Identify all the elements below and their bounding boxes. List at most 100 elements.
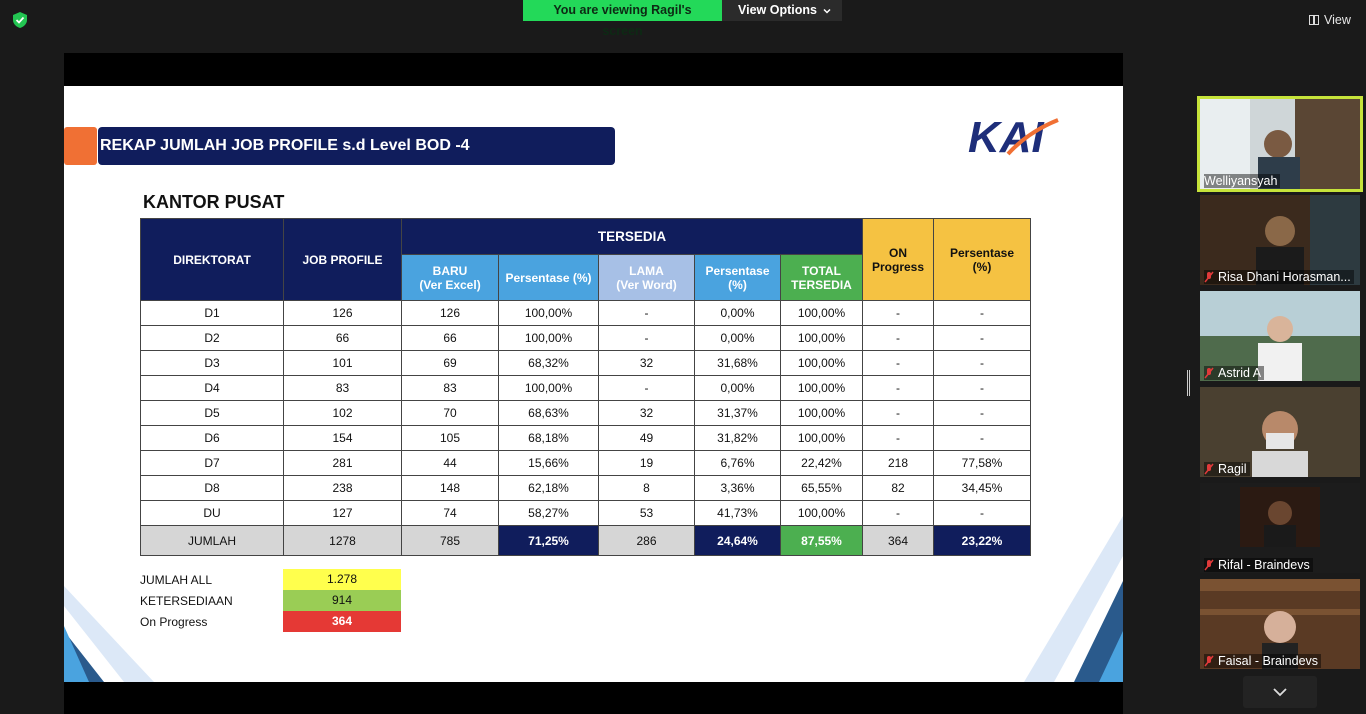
svg-text:KAI: KAI [968, 114, 1045, 158]
table-cell: - [598, 375, 695, 401]
participant-tile[interactable]: Welliyansyah [1197, 96, 1363, 192]
slide-title: REKAP JUMLAH JOB PROFILE s.d Level BOD -… [98, 127, 615, 165]
table-cell: 100,00% [498, 300, 599, 326]
participant-name: Ragil [1204, 462, 1250, 476]
table-cell: 126 [401, 300, 499, 326]
table-cell: 82 [862, 475, 934, 501]
table-cell: 100,00% [780, 375, 863, 401]
video-feed [1200, 195, 1360, 285]
gallery-resize-handle[interactable] [1187, 370, 1190, 396]
table-row: D8 238 148 62,18% 8 3,36% 65,55% 82 34,45% [140, 475, 1031, 501]
table-cell: 100,00% [780, 500, 863, 526]
table-cell: - [862, 375, 934, 401]
title-accent [64, 127, 97, 165]
table-cell: 83 [401, 375, 499, 401]
summary-label: JUMLAH ALL [140, 572, 213, 587]
table-cell: 77,58% [933, 450, 1031, 476]
video-feed [1200, 387, 1360, 477]
participant-tile[interactable]: Rifal - Braindevs [1200, 483, 1360, 573]
video-feed [1200, 579, 1360, 669]
participant-name: Welliyansyah [1204, 174, 1281, 188]
participant-tile[interactable]: Faisal - Braindevs [1200, 579, 1360, 669]
table-cell: 8 [598, 475, 695, 501]
total-cell: 24,64% [694, 525, 781, 556]
table-row: D6 154 105 68,18% 49 31,82% 100,00% - - [140, 425, 1031, 451]
table-cell: D2 [140, 325, 284, 351]
table-cell: 6,76% [694, 450, 781, 476]
section-title: KANTOR PUSAT [143, 192, 285, 212]
participant-name: Risa Dhani Horasman... [1204, 270, 1354, 284]
table-cell: D1 [140, 300, 284, 326]
table-cell: 34,45% [933, 475, 1031, 501]
table-cell: 100,00% [780, 325, 863, 351]
table-cell: 0,00% [694, 300, 781, 326]
table-cell: - [933, 375, 1031, 401]
total-cell: 286 [598, 525, 695, 556]
table-cell: 41,73% [694, 500, 781, 526]
table-cell: 70 [401, 400, 499, 426]
job-profile-table: DIREKTORAT JOB PROFILE TERSEDIA ON Progr… [140, 218, 1031, 556]
view-options-button[interactable]: View Options [722, 0, 842, 21]
total-cell: JUMLAH [140, 525, 284, 556]
presentation-slide: REKAP JUMLAH JOB PROFILE s.d Level BOD -… [64, 86, 1123, 682]
table-cell: - [862, 425, 934, 451]
header-job-profile: JOB PROFILE [283, 218, 402, 301]
table-cell: - [862, 500, 934, 526]
summary-row: JUMLAH ALL 1.278 [140, 569, 401, 590]
table-cell: 19 [598, 450, 695, 476]
screen-share-banner: You are viewing Ragil's screen View Opti… [523, 0, 842, 38]
table-cell: 100,00% [498, 325, 599, 351]
total-cell: 364 [862, 525, 934, 556]
table-row: D5 102 70 68,63% 32 31,37% 100,00% - - [140, 400, 1031, 426]
table-cell: 62,18% [498, 475, 599, 501]
header-lama: LAMA (Ver Word) [598, 254, 695, 301]
table-cell: 53 [598, 500, 695, 526]
table-cell: - [933, 425, 1031, 451]
total-cell: 785 [401, 525, 499, 556]
gallery-scroll-down-button[interactable] [1243, 676, 1317, 708]
table-row: D1 126 126 100,00% -0,00% 100,00% - - [140, 300, 1031, 326]
table-cell: 148 [401, 475, 499, 501]
table-cell: 126 [283, 300, 402, 326]
header-persentase-lama: Persentase (%) [694, 254, 781, 301]
table-cell: 15,66% [498, 450, 599, 476]
table-cell: 3,36% [694, 475, 781, 501]
table-cell: - [933, 325, 1031, 351]
table-cell: 105 [401, 425, 499, 451]
view-options-label: View Options [738, 3, 817, 17]
summary-value: 1.278 [283, 569, 401, 590]
table-cell: 22,42% [780, 450, 863, 476]
mic-muted-icon [1204, 271, 1214, 283]
table-cell: 32 [598, 350, 695, 376]
table-cell: - [862, 400, 934, 426]
viewing-screen-label: You are viewing Ragil's screen [523, 0, 722, 38]
security-shield-icon[interactable] [11, 11, 29, 29]
table-cell: 74 [401, 500, 499, 526]
table-cell: 66 [283, 325, 402, 351]
table-row: DU 127 74 58,27% 53 41,73% 100,00% - - [140, 500, 1031, 526]
kai-logo: KAI [968, 114, 1059, 158]
total-cell: 87,55% [780, 525, 863, 556]
table-cell: - [933, 400, 1031, 426]
table-cell: 44 [401, 450, 499, 476]
table-cell: - [933, 300, 1031, 326]
view-button[interactable]: View [1302, 9, 1358, 31]
table-cell: 65,55% [780, 475, 863, 501]
video-feed [1200, 483, 1360, 573]
table-row: D2 66 66 100,00% -0,00% 100,00% - - [140, 325, 1031, 351]
table-body: D1 126 126 100,00% -0,00% 100,00% - - D2 66 66 100,… [140, 300, 1031, 526]
header-persentase-progress: Persentase (%) [933, 218, 1031, 301]
table-cell: 66 [401, 325, 499, 351]
participant-name: Astrid A [1204, 366, 1265, 380]
participant-tile[interactable]: Astrid A [1200, 291, 1360, 381]
table-total-row: JUMLAH 1278 785 71,25% 286 24,64% 87,55%… [140, 525, 1031, 556]
table-row: D4 83 83 100,00% -0,00% 100,00% - - [140, 375, 1031, 401]
table-cell: D5 [140, 400, 284, 426]
table-cell: - [598, 300, 695, 326]
header-total-tersedia: TOTAL TERSEDIA [780, 254, 863, 301]
participant-tile[interactable]: Ragil [1200, 387, 1360, 477]
participant-tile[interactable]: Risa Dhani Horasman... [1200, 195, 1360, 285]
table-cell: - [933, 500, 1031, 526]
table-cell: 68,18% [498, 425, 599, 451]
mic-muted-icon [1204, 367, 1214, 379]
